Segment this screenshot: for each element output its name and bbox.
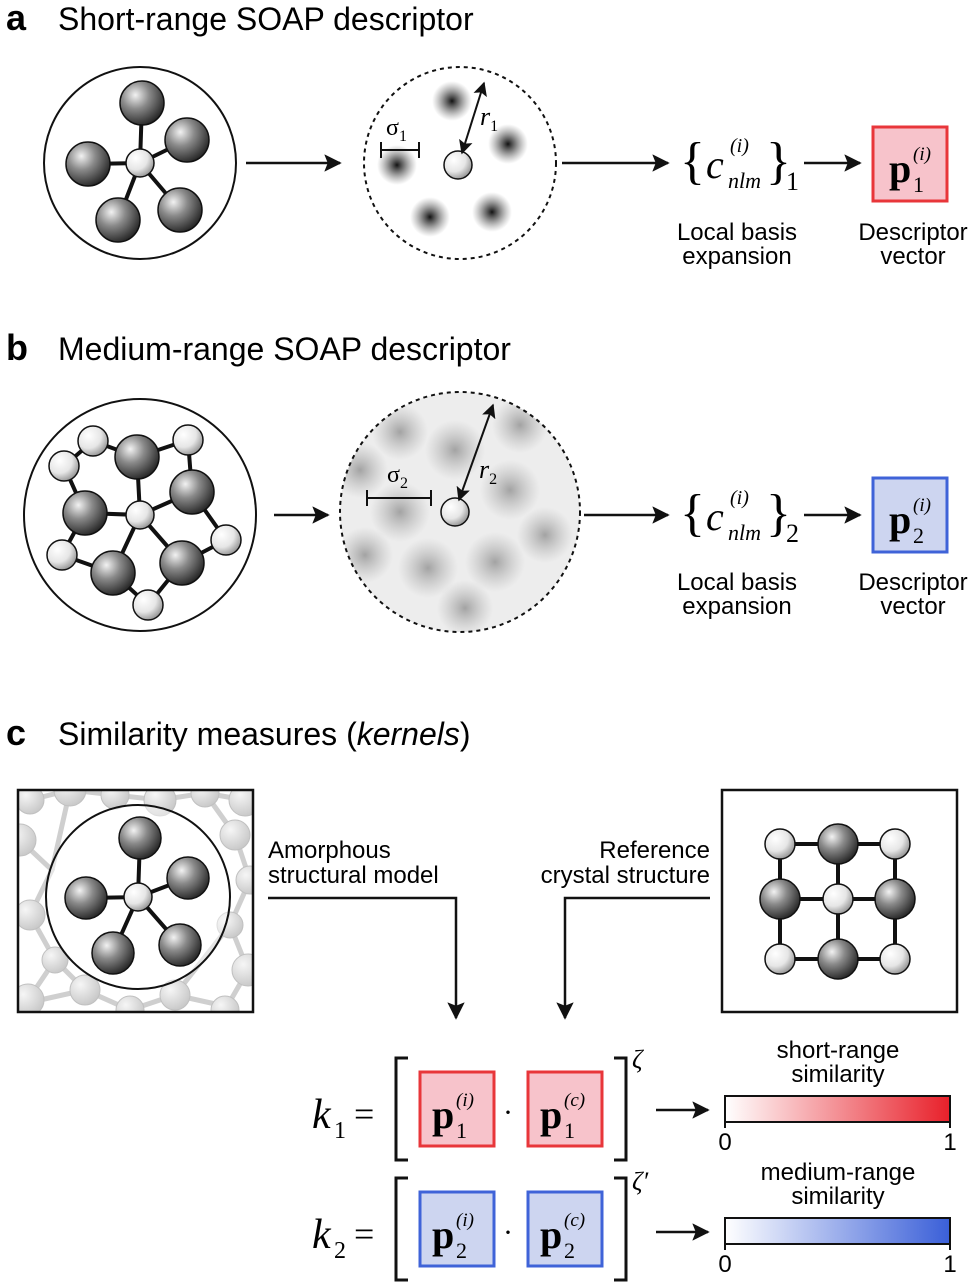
k2-sub: 2 (334, 1238, 346, 1264)
coef-b-sup: (i) (730, 487, 749, 509)
amorph-line2: structural model (268, 862, 439, 889)
panel-a-density (363, 66, 557, 260)
k1-zeta: ζ (632, 1045, 644, 1074)
amorph-line1: Amorphous (268, 837, 391, 864)
descriptor-box-a: p (i) 1 (871, 125, 949, 203)
panel-c-letter: c (6, 712, 26, 753)
k1-symbol: k (312, 1092, 332, 1138)
svg-text:r1: r1 (480, 102, 498, 135)
sigma-1-symbol: σ (386, 115, 399, 141)
coef-a-sup: (i) (730, 135, 749, 157)
svg-text:r2: r2 (479, 455, 497, 488)
k2-zeta: ζ′ (632, 1167, 649, 1196)
desc-a-line1: Descriptor (858, 219, 967, 246)
r-1-symbol: r (480, 102, 491, 131)
k1-p-i-sub: 1 (456, 1118, 467, 1143)
k2-equals: = (354, 1214, 374, 1254)
basis-b-line2: expansion (682, 593, 791, 620)
k1-sub: 1 (334, 1118, 346, 1144)
coef-a-c: c (706, 142, 724, 187)
k1-p-c-sup: (c) (564, 1090, 585, 1111)
panel-b-letter: b (6, 327, 28, 368)
bar2-line2: similarity (791, 1183, 884, 1210)
panel-c-title-italic: kernels (357, 716, 460, 752)
desc-b-line2: vector (880, 593, 945, 620)
k2-p-c: p (540, 1212, 562, 1257)
medium-range-colorbar: medium-range similarity 0 1 (718, 1159, 956, 1278)
reference-crystal-box (720, 788, 959, 1014)
coef-b-c: c (706, 494, 724, 539)
descriptor-a-sup: (i) (913, 144, 931, 165)
k2-p-c-sub: 2 (564, 1238, 575, 1263)
bar1-line2: similarity (791, 1061, 884, 1088)
desc-a-line2: vector (880, 243, 945, 270)
panel-b-title: Medium-range SOAP descriptor (58, 331, 511, 367)
bar2-max: 1 (943, 1251, 956, 1278)
basis-a-line2: expansion (682, 243, 791, 270)
svg-text:σ1: σ1 (386, 115, 407, 145)
basis-a-line1: Local basis (677, 219, 797, 246)
short-range-colorbar: short-range similarity 0 1 (718, 1037, 956, 1156)
k2-equation: k 2 = p (i) 2 · p (c) 2 ζ′ (312, 1167, 649, 1282)
svg-text:σ2: σ2 (387, 462, 408, 492)
panel-a-title: Short-range SOAP descriptor (58, 1, 474, 37)
k1-p-c-sub: 1 (564, 1118, 575, 1143)
descriptor-a-p: p (889, 146, 911, 191)
k1-p-i: p (432, 1092, 454, 1137)
svg-text:{: { (680, 485, 705, 542)
bar1-max: 1 (943, 1129, 956, 1156)
ref-line1: Reference (599, 837, 710, 864)
basis-b-line1: Local basis (677, 569, 797, 596)
descriptor-b-p: p (889, 497, 911, 542)
k2-dot: · (503, 1216, 513, 1249)
desc-b-line1: Descriptor (858, 569, 967, 596)
k1-equation: k 1 = p (i) 1 · p (c) 1 ζ (312, 1045, 644, 1162)
r-2-symbol: r (479, 455, 490, 484)
arrow-amorph (268, 896, 465, 1020)
r-2-sub: 2 (489, 471, 497, 488)
k1-p-c: p (540, 1092, 562, 1137)
coef-a-brace-sub: 1 (786, 167, 799, 196)
svg-text:}: } (766, 133, 791, 190)
sigma-2-symbol: σ (387, 462, 400, 488)
coef-b-brace-sub: 2 (786, 519, 799, 548)
bar1-line1: short-range (777, 1037, 900, 1064)
panel-c-title-prefix: Similarity measures ( (58, 716, 357, 752)
panel-b-cluster (23, 398, 257, 632)
descriptor-b-sub: 2 (913, 523, 924, 548)
ref-line2: crystal structure (541, 862, 710, 889)
panel-b-density (339, 391, 581, 633)
arrow-ref (556, 896, 710, 1020)
k2-p-i: p (432, 1212, 454, 1257)
sigma-2-sub: 2 (400, 475, 408, 492)
panel-c-title-suffix: ) (460, 716, 471, 752)
coef-b-sub: nlm (728, 520, 761, 545)
sigma-1-sub: 1 (399, 128, 407, 145)
descriptor-b-sup: (i) (913, 495, 931, 516)
k1-equals: = (354, 1094, 374, 1134)
descriptor-box-b: p (i) 2 (871, 476, 949, 554)
svg-text:}: } (766, 485, 791, 542)
r-1-sub: 1 (490, 118, 498, 135)
panel-a-letter: a (6, 0, 27, 38)
descriptor-a-sub: 1 (913, 172, 924, 197)
k1-dot: · (503, 1096, 513, 1129)
bar1-min: 0 (718, 1129, 731, 1156)
amorphous-model-box (16, 788, 255, 1014)
svg-text:Similarity measures (kernels): Similarity measures (kernels) (58, 716, 471, 752)
k2-p-i-sup: (i) (456, 1210, 474, 1231)
k2-p-i-sub: 2 (456, 1238, 467, 1263)
panel-a-cluster (43, 66, 237, 260)
bar2-min: 0 (718, 1251, 731, 1278)
k2-p-c-sup: (c) (564, 1210, 585, 1231)
coef-a-sub: nlm (728, 168, 761, 193)
svg-text:{: { (680, 133, 705, 190)
bar2-line1: medium-range (761, 1159, 916, 1186)
k1-p-i-sup: (i) (456, 1090, 474, 1111)
k2-symbol: k (312, 1212, 332, 1258)
panel-b-coefficients: { c (i) nlm } 2 (680, 485, 799, 548)
panel-a-coefficients: { c (i) nlm } 1 (680, 133, 799, 196)
